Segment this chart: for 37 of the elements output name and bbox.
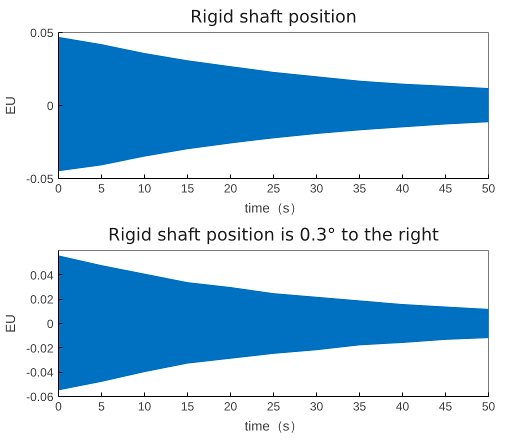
x-tick-label: 0 [55,182,62,196]
x-tick-label: 40 [396,400,410,414]
x-tick-label: 45 [438,182,452,196]
chart-title: Rigid shaft position [190,8,357,28]
x-tick-label: 40 [396,182,410,196]
x-tick-label: 50 [482,400,496,414]
y-axis-title: EU [3,314,18,333]
x-tick-label: 25 [266,400,280,414]
x-tick-label: 20 [224,400,238,414]
x-tick-label: 45 [438,400,452,414]
x-tick-label: 15 [180,182,194,196]
x-tick-label: 30 [310,182,324,196]
x-axis-title: time（s） [244,200,302,216]
y-tick-label: -0.06 [26,390,54,404]
chart-title: Rigid shaft position is 0.3° to the right [108,226,440,246]
x-tick-label: 0 [55,400,62,414]
x-tick-label: 20 [224,182,238,196]
y-tick-label: 0.02 [30,292,54,307]
y-tick-label: 0 [46,317,54,331]
y-tick-label: -0.05 [26,172,54,186]
x-tick-label: 35 [352,400,366,414]
x-tick-label: 30 [310,400,324,414]
y-tick-label: 0.04 [30,268,54,282]
x-tick-label: 10 [138,400,152,414]
y-tick-label: -0.04 [26,366,54,380]
y-tick-label: -0.02 [26,341,54,356]
x-tick-label: 5 [98,400,106,414]
x-tick-label: 50 [482,182,496,196]
y-axis-title: EU [3,96,18,115]
y-tick-label: 0 [46,99,54,113]
x-tick-label: 25 [266,182,280,196]
x-tick-label: 5 [98,182,106,196]
x-tick-label: 10 [138,182,152,196]
x-tick-label: 15 [180,400,194,414]
x-tick-label: 35 [352,182,366,196]
x-axis-title: time（s） [244,418,302,434]
y-tick-label: 0.05 [30,26,54,40]
